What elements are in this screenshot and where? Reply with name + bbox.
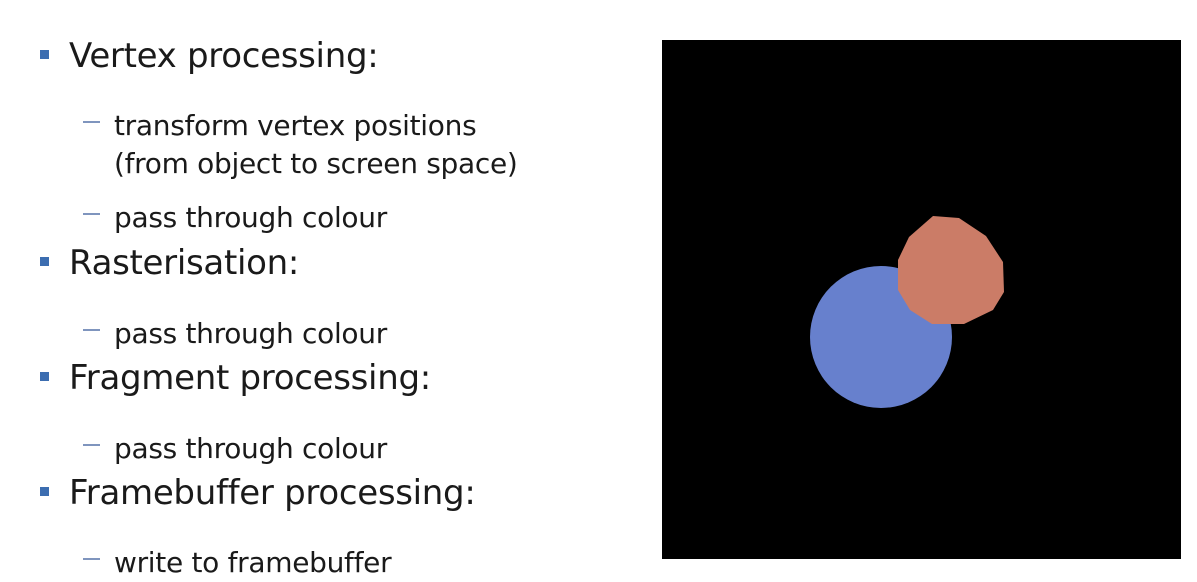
- bullet-heading: Rasterisation:: [69, 243, 300, 283]
- square-bullet-icon: [40, 372, 49, 381]
- sub-bullet-text: pass through colour: [114, 432, 387, 465]
- square-bullet-icon: [40, 487, 49, 496]
- sub-bullet-text: pass through colour: [114, 317, 387, 350]
- bullet-heading: Framebuffer processing:: [69, 473, 476, 513]
- dash-bullet-icon: [83, 444, 100, 446]
- bullet-heading: Vertex processing:: [69, 36, 379, 76]
- square-bullet-icon: [40, 50, 49, 59]
- bullet-heading: Fragment processing:: [69, 358, 431, 398]
- square-bullet-icon: [40, 257, 49, 266]
- dash-bullet-icon: [83, 121, 100, 123]
- dash-bullet-icon: [83, 558, 100, 560]
- sub-bullet-text: (from object to screen space): [114, 147, 518, 180]
- sub-bullet-text: transform vertex positions: [114, 109, 477, 142]
- sub-bullet-text: write to framebuffer: [114, 546, 392, 579]
- render-canvas: [662, 40, 1181, 559]
- render-output-image: [662, 40, 1181, 559]
- dash-bullet-icon: [83, 329, 100, 331]
- orange-polygon: [898, 216, 1004, 324]
- dash-bullet-icon: [83, 213, 100, 215]
- sub-bullet-text: pass through colour: [114, 201, 387, 234]
